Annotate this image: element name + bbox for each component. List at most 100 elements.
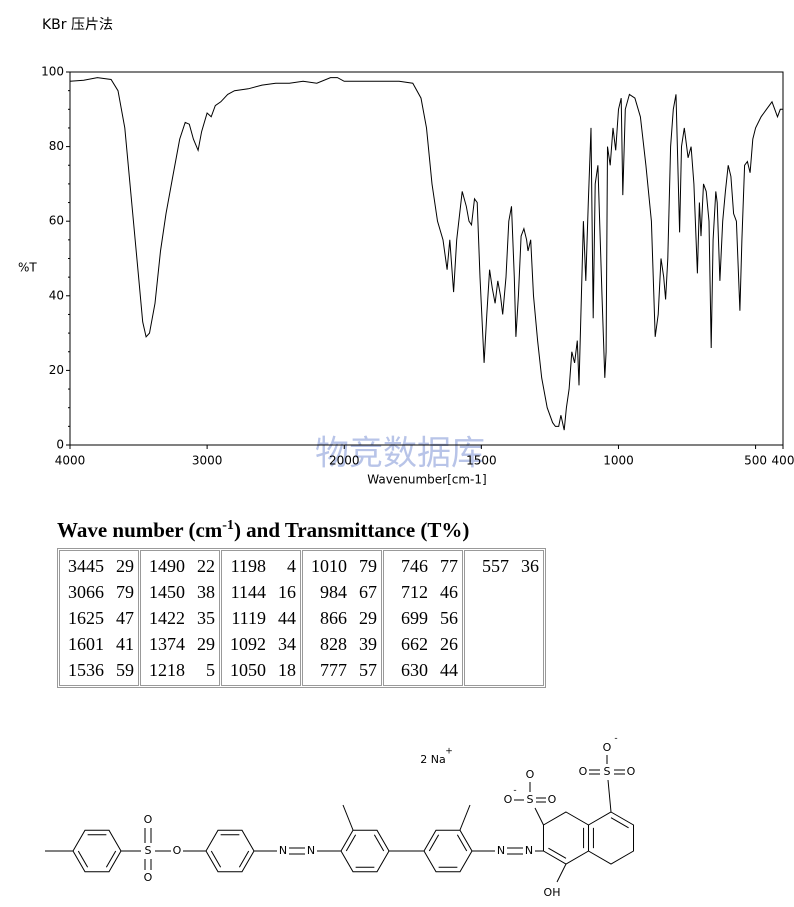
- atom-label: N: [497, 844, 505, 857]
- x-axis-label: Wavenumber[cm-1]: [367, 473, 486, 487]
- atom-label: O: [144, 871, 153, 884]
- transmittance: 47: [116, 608, 134, 628]
- atom-label: O: [173, 844, 182, 857]
- table-cell: 3445 29 3066 79 1625 47 1601 41 1536 59: [59, 550, 139, 686]
- transmittance: 29: [197, 634, 215, 654]
- spectrum-line: [69, 77, 783, 431]
- peak-line: 1490 22: [145, 553, 215, 579]
- transmittance: 16: [278, 582, 296, 602]
- transmittance: 38: [197, 582, 215, 602]
- atom-label: S: [145, 844, 152, 857]
- wavenumber: 3066: [68, 582, 104, 602]
- peak-line: 1010 79: [307, 553, 377, 579]
- atom-label: O: [526, 768, 535, 781]
- x-tick-label: 2000: [329, 454, 360, 468]
- transmittance: 44: [440, 660, 458, 680]
- peak-line: 746 77: [388, 553, 458, 579]
- x-tick-label: 400: [772, 454, 794, 468]
- y-tick-label: 0: [56, 438, 64, 452]
- wavenumber: 1625: [68, 608, 104, 628]
- wavenumber: 777: [320, 660, 347, 680]
- wavenumber: 866: [320, 608, 347, 628]
- wavenumber: 828: [320, 634, 347, 654]
- transmittance: 56: [440, 608, 458, 628]
- ring-double-bond: [548, 847, 567, 859]
- transmittance: 39: [359, 634, 377, 654]
- transmittance: 41: [116, 634, 134, 654]
- peak-line: 777 57: [307, 657, 377, 683]
- watermark: 物竞数据库: [315, 434, 485, 474]
- ring: [72, 829, 122, 873]
- ring-double-bond: [428, 834, 440, 852]
- atom-label: -: [614, 734, 617, 744]
- peak-line: 1050 18: [226, 657, 296, 683]
- atom-label: O: [504, 793, 513, 806]
- peak-line: 1144 16: [226, 579, 296, 605]
- transmittance: 22: [197, 556, 215, 576]
- transmittance: 46: [440, 582, 458, 602]
- atom-label: O: [144, 813, 153, 826]
- transmittance: 67: [359, 582, 377, 602]
- y-tick-label: 60: [49, 214, 64, 228]
- peak-line: 1450 38: [145, 579, 215, 605]
- wavenumber: 1218: [149, 660, 185, 680]
- peak-line: 1119 44: [226, 605, 296, 631]
- peak-line: 712 46: [388, 579, 458, 605]
- wavenumber: 630: [401, 660, 428, 680]
- atom-label: OH: [544, 886, 561, 899]
- peak-table: 3445 29 3066 79 1625 47 1601 41 1536 59 1490 22 1450…: [57, 548, 546, 688]
- x-tick-label: 1500: [466, 454, 497, 468]
- atom-label: O: [627, 765, 636, 778]
- wavenumber: 557: [482, 556, 509, 576]
- peak-line: 1092 34: [226, 631, 296, 657]
- peak-line: 3066 79: [64, 579, 134, 605]
- table-title-text: ) and Transmittance (T%): [233, 518, 470, 542]
- ring-double-bond: [345, 834, 357, 852]
- atom-label: O: [603, 741, 612, 754]
- atom-label: O: [548, 793, 557, 806]
- ring: [205, 829, 255, 873]
- wavenumber: 1536: [68, 660, 104, 680]
- transmittance: 29: [116, 556, 134, 576]
- transmittance: 4: [287, 556, 296, 576]
- transmittance: 57: [359, 660, 377, 680]
- peak-line: 557 36: [469, 553, 539, 579]
- ring: [587, 811, 635, 865]
- y-axis-label: %T: [18, 261, 37, 275]
- wavenumber: 1050: [230, 660, 266, 680]
- wavenumber: 1144: [230, 582, 266, 602]
- ring-double-bond: [456, 834, 468, 852]
- atom-label: N: [307, 844, 315, 857]
- transmittance: 44: [278, 608, 296, 628]
- ring-double-bond: [610, 817, 629, 829]
- wavenumber: 1198: [230, 556, 266, 576]
- transmittance: 79: [116, 582, 134, 602]
- table-cell: 1010 79 984 67 866 29 828 39 777 57: [302, 550, 382, 686]
- transmittance: 35: [197, 608, 215, 628]
- transmittance: 26: [440, 634, 458, 654]
- y-tick-label: 20: [49, 363, 64, 377]
- wavenumber: 1010: [311, 556, 347, 576]
- wavenumber: 3445: [68, 556, 104, 576]
- transmittance: 59: [116, 660, 134, 680]
- wavenumber: 662: [401, 634, 428, 654]
- table-cell: 557 36: [464, 550, 544, 686]
- wavenumber: 984: [320, 582, 347, 602]
- atom-label: N: [279, 844, 287, 857]
- wavenumber: 746: [401, 556, 428, 576]
- ring: [340, 829, 390, 873]
- peak-line: 1374 29: [145, 631, 215, 657]
- wavenumber: 1450: [149, 582, 185, 602]
- x-tick-label: 4000: [55, 454, 86, 468]
- atom-label: N: [525, 844, 533, 857]
- table-row: 3445 29 3066 79 1625 47 1601 41 1536 59 1490 22 1450…: [59, 550, 544, 686]
- atom-label: O: [579, 765, 588, 778]
- wavenumber: 699: [401, 608, 428, 628]
- x-tick-label: 1000: [603, 454, 634, 468]
- peak-line: 1218 5: [145, 657, 215, 683]
- atom-label: 2 Na: [420, 753, 445, 766]
- table-title-sup: -1: [222, 518, 234, 533]
- table-cell: 746 77 712 46 699 56 662 26 630 44: [383, 550, 463, 686]
